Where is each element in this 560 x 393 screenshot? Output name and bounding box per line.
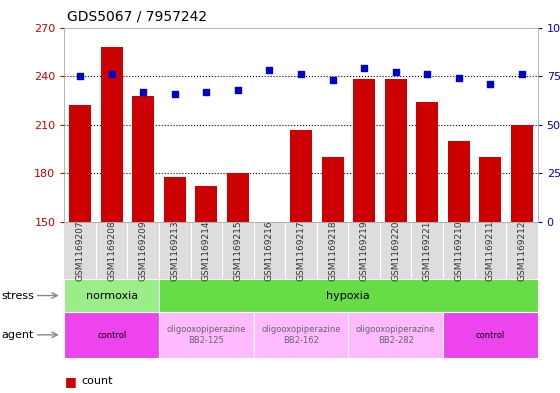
Point <box>234 86 242 93</box>
Bar <box>385 79 407 393</box>
Text: GSM1169209: GSM1169209 <box>139 220 148 281</box>
Point <box>297 71 306 77</box>
Bar <box>101 47 123 393</box>
Text: control: control <box>97 331 127 340</box>
Text: GSM1169214: GSM1169214 <box>202 220 211 281</box>
Bar <box>416 102 438 393</box>
Point <box>170 90 179 97</box>
Text: GSM1169220: GSM1169220 <box>391 220 400 281</box>
Text: normoxia: normoxia <box>86 291 138 301</box>
Bar <box>195 186 217 393</box>
Text: GSM1169212: GSM1169212 <box>517 220 526 281</box>
Bar <box>132 95 155 393</box>
Point <box>486 81 495 87</box>
Point <box>423 71 432 77</box>
Text: GSM1169208: GSM1169208 <box>107 220 116 281</box>
Text: ■: ■ <box>64 375 76 388</box>
Text: GSM1169221: GSM1169221 <box>423 220 432 281</box>
Bar <box>511 125 533 393</box>
Text: oligooxopiperazine
BB2-282: oligooxopiperazine BB2-282 <box>356 325 435 345</box>
Point <box>202 88 211 95</box>
Bar <box>353 79 375 393</box>
Text: GSM1169215: GSM1169215 <box>234 220 242 281</box>
Text: GSM1169216: GSM1169216 <box>265 220 274 281</box>
Bar <box>258 222 281 393</box>
Point <box>360 65 368 72</box>
Text: GSM1169217: GSM1169217 <box>296 220 306 281</box>
Text: GSM1169211: GSM1169211 <box>486 220 495 281</box>
Text: oligooxopiperazine
BB2-125: oligooxopiperazine BB2-125 <box>167 325 246 345</box>
Point <box>454 75 463 81</box>
Text: control: control <box>475 331 505 340</box>
Text: agent: agent <box>1 330 34 340</box>
Bar <box>227 173 249 393</box>
Text: GSM1169210: GSM1169210 <box>454 220 463 281</box>
Text: hypoxia: hypoxia <box>326 291 370 301</box>
Bar <box>447 141 470 393</box>
Bar <box>164 177 186 393</box>
Text: GSM1169207: GSM1169207 <box>76 220 85 281</box>
Text: stress: stress <box>1 291 34 301</box>
Point <box>139 88 148 95</box>
Bar <box>69 105 91 393</box>
Text: oligooxopiperazine
BB2-162: oligooxopiperazine BB2-162 <box>262 325 340 345</box>
Text: GSM1169213: GSM1169213 <box>170 220 179 281</box>
Point <box>517 71 526 77</box>
Bar <box>321 157 344 393</box>
Bar <box>479 157 501 393</box>
Bar <box>290 130 312 393</box>
Point <box>108 71 116 77</box>
Text: count: count <box>81 376 113 386</box>
Text: GDS5067 / 7957242: GDS5067 / 7957242 <box>67 10 207 24</box>
Point <box>265 67 274 73</box>
Point <box>76 73 85 79</box>
Text: GSM1169218: GSM1169218 <box>328 220 337 281</box>
Text: GSM1169219: GSM1169219 <box>360 220 368 281</box>
Point <box>391 69 400 75</box>
Point <box>328 77 337 83</box>
